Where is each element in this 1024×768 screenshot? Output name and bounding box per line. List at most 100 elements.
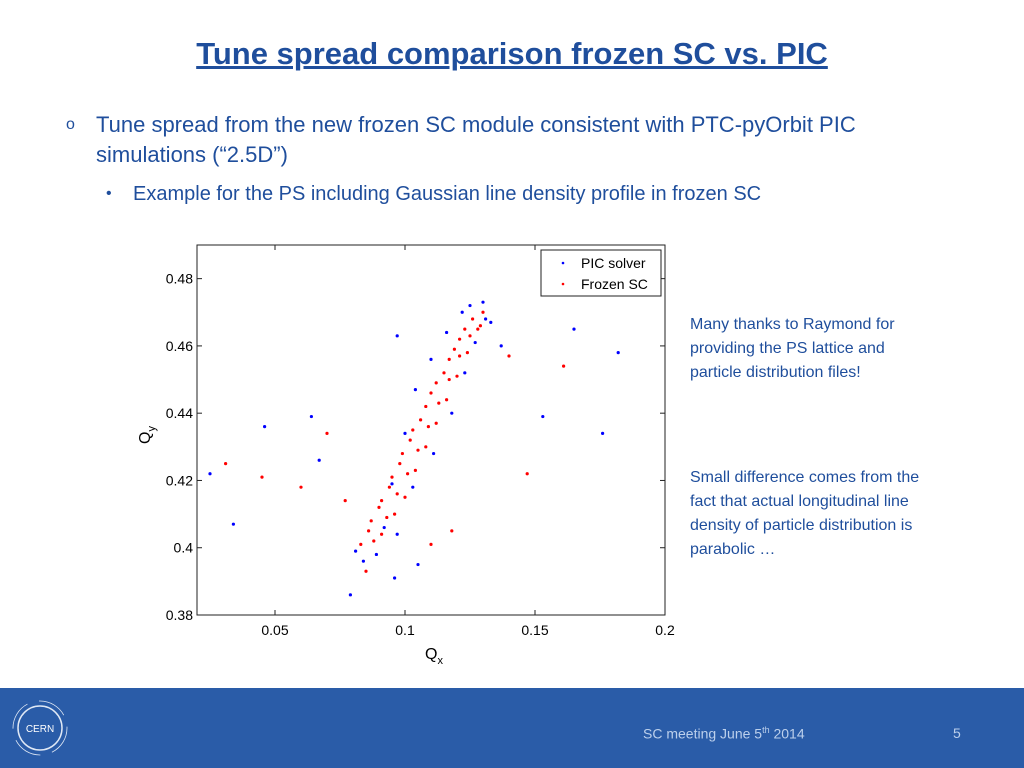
point bbox=[416, 562, 420, 567]
point bbox=[374, 552, 378, 557]
plot-area bbox=[196, 244, 666, 616]
slide-title: Tune spread comparison frozen SC vs. PIC bbox=[196, 36, 828, 71]
point bbox=[325, 431, 329, 435]
point bbox=[317, 458, 321, 462]
x-axis-label-sub: x bbox=[437, 655, 443, 667]
point bbox=[424, 445, 428, 449]
point bbox=[367, 529, 371, 533]
point bbox=[413, 468, 417, 472]
x-tick-label: 0.05 bbox=[261, 622, 288, 638]
point bbox=[455, 374, 459, 378]
point bbox=[450, 529, 454, 533]
y-tick-label: 0.46 bbox=[166, 338, 193, 354]
x-tick-label: 0.1 bbox=[395, 622, 415, 638]
point bbox=[361, 559, 365, 563]
point bbox=[450, 411, 454, 415]
point bbox=[424, 404, 428, 409]
chart: 0.05 0.1 0.15 0.20.380.40.420.440.460.48QxQ… bbox=[137, 244, 675, 667]
point bbox=[445, 330, 449, 335]
point bbox=[572, 327, 576, 331]
footer bbox=[0, 688, 1024, 768]
y-axis-label-sub: y bbox=[146, 426, 158, 432]
point bbox=[416, 448, 420, 452]
point bbox=[408, 438, 412, 442]
point bbox=[468, 334, 472, 338]
point bbox=[413, 388, 417, 392]
y-axis-label: Qy bbox=[137, 426, 158, 444]
footer-sup: th bbox=[762, 725, 770, 735]
point bbox=[481, 310, 485, 314]
point bbox=[398, 462, 402, 466]
point bbox=[447, 357, 451, 361]
point bbox=[208, 472, 212, 476]
point bbox=[393, 512, 397, 516]
point bbox=[377, 505, 381, 509]
point bbox=[460, 310, 464, 314]
point bbox=[507, 354, 511, 358]
point bbox=[369, 519, 373, 523]
point bbox=[468, 303, 472, 308]
y-axis-label-main: Q bbox=[137, 432, 154, 444]
point bbox=[406, 472, 410, 476]
point bbox=[309, 414, 313, 419]
point bbox=[348, 593, 352, 597]
point bbox=[390, 475, 394, 479]
point bbox=[434, 421, 438, 425]
point bbox=[403, 495, 407, 499]
logo: CERN bbox=[12, 700, 68, 756]
logo-text: CERN bbox=[26, 724, 54, 735]
point bbox=[471, 317, 475, 321]
logo-ring bbox=[17, 705, 63, 751]
bullet-text: Tune spread from the new frozen SC modul… bbox=[96, 112, 856, 167]
bullet-text: Example for the PS including Gaussian li… bbox=[133, 183, 762, 205]
point bbox=[489, 320, 493, 324]
point bbox=[481, 300, 485, 304]
point bbox=[452, 347, 456, 351]
point bbox=[343, 499, 347, 503]
point bbox=[263, 425, 267, 429]
point bbox=[476, 327, 480, 331]
note: Many thanks to Raymond for providing the… bbox=[690, 316, 895, 381]
series bbox=[224, 310, 566, 573]
point bbox=[395, 334, 399, 338]
y-tick-label: 0.44 bbox=[166, 405, 193, 421]
bullet-marker: o bbox=[66, 116, 75, 133]
point bbox=[525, 472, 529, 476]
point bbox=[224, 462, 228, 466]
point bbox=[601, 431, 605, 435]
point bbox=[382, 525, 386, 530]
footer-text: SC meeting June 5th 2014 bbox=[643, 725, 805, 742]
x-axis-label: Qx bbox=[425, 646, 443, 667]
point bbox=[616, 351, 620, 355]
point bbox=[458, 354, 462, 358]
point bbox=[411, 428, 415, 432]
point bbox=[411, 485, 415, 489]
point bbox=[478, 324, 482, 328]
point bbox=[429, 542, 433, 546]
point bbox=[390, 482, 394, 486]
point bbox=[463, 371, 467, 375]
legend-box bbox=[540, 249, 662, 297]
footer-date: SC meeting June 5 bbox=[643, 725, 763, 742]
point bbox=[403, 431, 407, 435]
logo-ring bbox=[12, 700, 68, 756]
point bbox=[395, 492, 399, 496]
point bbox=[354, 549, 358, 553]
point bbox=[458, 337, 462, 341]
footer-year: 2014 bbox=[773, 725, 805, 742]
point bbox=[395, 532, 399, 536]
page-number: 5 bbox=[953, 725, 961, 741]
point bbox=[445, 398, 449, 402]
y-tick-label: 0.4 bbox=[174, 540, 194, 556]
legend-label: PIC solver bbox=[581, 255, 646, 271]
point bbox=[393, 576, 397, 580]
bullet-marker: • bbox=[106, 185, 112, 202]
point bbox=[432, 451, 436, 456]
point bbox=[499, 344, 503, 348]
point bbox=[437, 401, 441, 405]
x-tick-label: 0.15 bbox=[521, 622, 548, 638]
point bbox=[419, 418, 423, 422]
point bbox=[380, 499, 384, 503]
point bbox=[385, 515, 389, 520]
